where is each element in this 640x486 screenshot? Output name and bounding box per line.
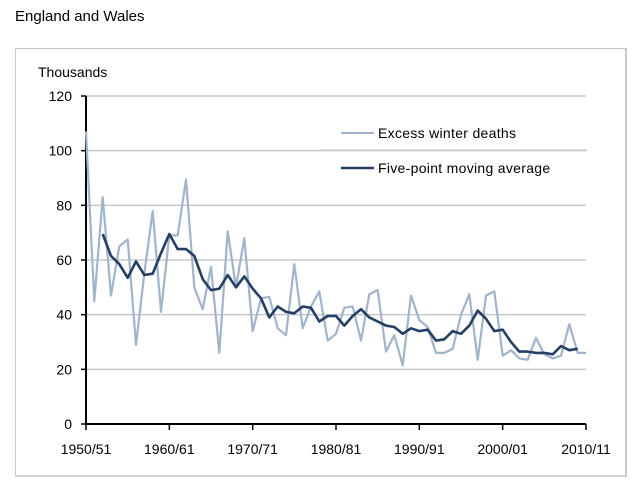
series-line-five-point-moving-average <box>101 232 578 356</box>
x-tick-label: 1980/81 <box>311 441 362 457</box>
y-tick-labels: 0 20 40 60 80 100 120 <box>49 88 73 432</box>
legend-label-excess-winter-deaths: Excess winter deaths <box>378 125 516 141</box>
y-tick-label: 60 <box>56 252 72 268</box>
x-tick-label: 2000/01 <box>477 441 528 457</box>
legend-label-five-point-moving-average: Five-point moving average <box>378 160 550 176</box>
legend: Excess winter deaths Five-point moving a… <box>320 125 587 176</box>
y-tick-label: 100 <box>49 143 73 159</box>
x-tick-label: 2010/11 <box>561 441 611 457</box>
x-tick-label: 1960/61 <box>144 441 195 457</box>
y-tick-label: 80 <box>56 197 72 213</box>
x-tick-labels: 1950/51 1960/61 1970/71 1980/81 1990/91 2000/… <box>61 441 611 457</box>
y-tick-label: 20 <box>56 361 72 377</box>
x-tick-label: 1970/71 <box>227 441 278 457</box>
y-tick-label: 40 <box>56 307 72 323</box>
x-tick-label: 1990/91 <box>394 441 445 457</box>
axes <box>81 95 587 430</box>
y-tick-label: 120 <box>49 88 73 104</box>
x-tick-label: 1950/51 <box>61 441 112 457</box>
series-lines <box>84 131 586 367</box>
page-title: England and Wales <box>15 8 145 25</box>
y-axis-label: Thousands <box>38 64 107 80</box>
y-tick-label: 0 <box>64 416 72 432</box>
gridlines <box>86 95 586 371</box>
